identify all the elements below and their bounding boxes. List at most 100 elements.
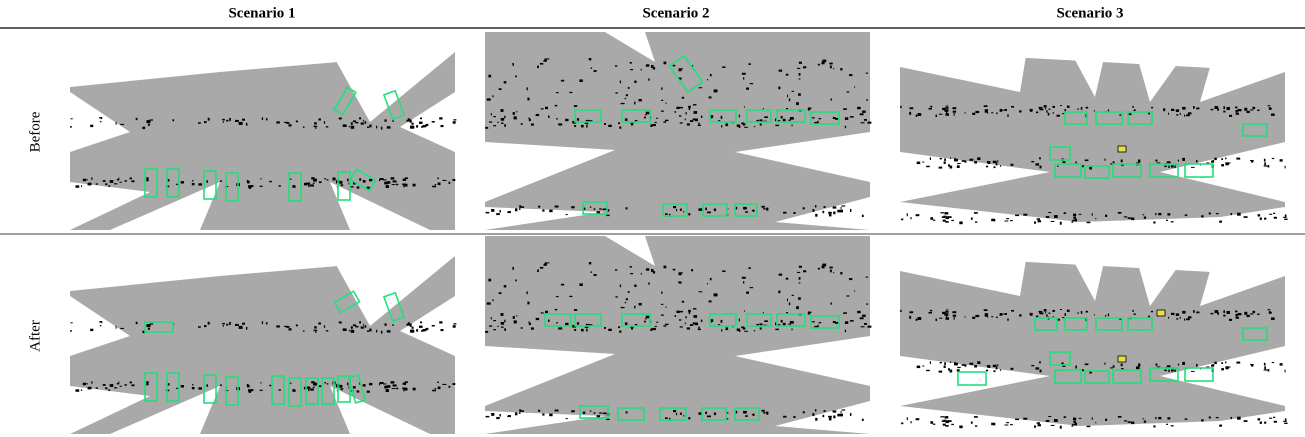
obstacle	[910, 107, 914, 109]
obstacle	[686, 316, 687, 318]
obstacle	[1253, 311, 1256, 313]
obstacle	[683, 211, 684, 212]
obstacle	[537, 66, 539, 69]
obstacle	[544, 264, 547, 266]
obstacle	[1003, 110, 1004, 111]
obstacle	[555, 105, 558, 107]
obstacle	[721, 329, 722, 331]
obstacle	[1128, 113, 1131, 115]
obstacle	[693, 118, 696, 120]
obstacle	[493, 116, 496, 117]
obstacle	[1048, 113, 1050, 116]
obstacle	[229, 118, 231, 121]
obstacle	[673, 410, 676, 412]
obstacle	[661, 111, 664, 112]
obstacle	[105, 387, 107, 389]
obstacle	[988, 161, 991, 164]
obstacle	[1284, 219, 1287, 220]
obstacle	[513, 316, 515, 319]
obstacle	[959, 222, 962, 225]
obstacle	[621, 103, 625, 104]
obstacle	[753, 414, 755, 417]
obstacle	[420, 322, 422, 324]
obstacle	[176, 388, 178, 389]
obstacle	[493, 320, 496, 321]
obstacle	[866, 277, 868, 278]
obstacle	[150, 323, 153, 324]
obstacle	[453, 121, 456, 124]
obstacle	[1268, 165, 1270, 167]
obstacle	[833, 416, 835, 419]
obstacle	[531, 327, 534, 329]
obstacle	[685, 323, 686, 325]
obstacle	[181, 181, 184, 183]
obstacle	[965, 316, 966, 317]
obstacle	[664, 266, 667, 269]
obstacle	[531, 123, 534, 125]
obstacle	[742, 73, 746, 75]
obstacle	[403, 185, 405, 187]
obstacle	[741, 327, 744, 329]
obstacle	[944, 362, 946, 365]
obstacle	[529, 119, 531, 121]
obstacle	[130, 382, 132, 384]
obstacle	[661, 291, 662, 294]
obstacle	[830, 66, 832, 69]
obstacle	[1223, 310, 1225, 313]
obstacle	[497, 122, 498, 123]
obstacle	[815, 214, 817, 217]
obstacle	[952, 107, 956, 109]
obstacle	[220, 385, 222, 386]
obstacle	[698, 123, 700, 125]
obstacle	[1067, 310, 1070, 312]
obstacle	[812, 209, 814, 212]
obstacle	[229, 322, 231, 325]
obstacle	[1235, 311, 1238, 313]
obstacle	[1087, 426, 1091, 428]
obstacle	[945, 425, 949, 427]
obstacle	[945, 311, 949, 313]
obstacle	[1229, 115, 1232, 117]
obstacle	[1275, 421, 1277, 422]
free-space	[485, 236, 870, 434]
obstacle	[220, 181, 222, 182]
obstacle	[353, 386, 356, 388]
obstacle	[803, 270, 806, 272]
obstacle	[957, 163, 961, 164]
obstacle	[339, 118, 342, 120]
obstacle	[1164, 370, 1167, 372]
obstacle	[1216, 417, 1219, 418]
obstacle	[1238, 313, 1242, 315]
obstacle	[625, 322, 628, 325]
obstacle	[1155, 160, 1157, 162]
obstacle	[606, 215, 609, 216]
obstacle	[1188, 112, 1192, 114]
obstacle	[792, 295, 794, 296]
obstacle	[1209, 417, 1211, 419]
obstacle	[1010, 220, 1013, 221]
obstacle	[108, 389, 110, 391]
obstacle	[1268, 369, 1270, 371]
obstacle	[1085, 160, 1089, 162]
obstacle	[391, 381, 395, 383]
obstacle	[783, 212, 786, 214]
obstacle	[1052, 310, 1055, 312]
obstacle	[353, 120, 356, 122]
obstacle	[830, 270, 832, 273]
obstacle	[181, 385, 184, 387]
obstacle	[81, 389, 82, 391]
obstacle	[1185, 418, 1188, 420]
obstacle	[1171, 109, 1174, 111]
obstacle	[105, 183, 107, 185]
obstacle	[284, 122, 288, 123]
obstacle	[1269, 214, 1272, 215]
obstacle	[799, 282, 801, 283]
obstacle	[946, 317, 950, 320]
obstacle	[425, 124, 428, 126]
obstacle	[453, 325, 456, 328]
obstacle	[829, 214, 832, 217]
obstacle	[359, 178, 361, 180]
obstacle	[125, 384, 127, 386]
obstacle	[402, 388, 406, 390]
obstacle	[688, 310, 691, 312]
